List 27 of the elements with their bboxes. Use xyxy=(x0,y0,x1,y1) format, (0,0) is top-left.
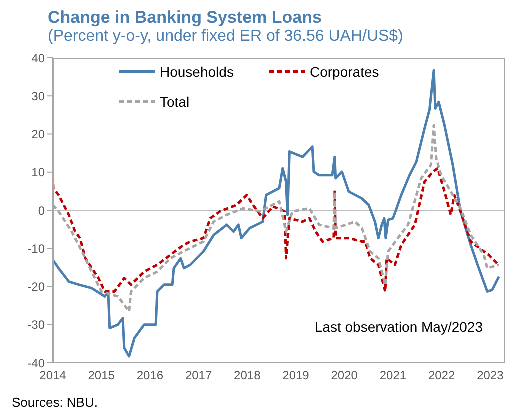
x-tick-label: 2020 xyxy=(331,368,358,383)
x-tick-label: 2021 xyxy=(380,368,407,383)
x-tick-label: 2014 xyxy=(40,368,67,383)
x-tick-label: 2017 xyxy=(185,368,212,383)
y-tick-label: -40 xyxy=(28,356,46,370)
y-tick-label: -30 xyxy=(28,318,46,332)
y-tick-label: 10 xyxy=(32,166,46,180)
y-tick-label: 0 xyxy=(38,204,46,218)
y-tick-label: -20 xyxy=(28,280,46,294)
x-tick-label: 2018 xyxy=(234,368,262,383)
source-note: Sources: NBU. xyxy=(11,395,99,410)
x-tick-label: 2015 xyxy=(88,368,116,383)
annotation: Last observation May/2023 xyxy=(314,319,483,335)
y-tick-label: 20 xyxy=(32,128,46,142)
y-tick-label: 40 xyxy=(32,51,46,66)
x-tick-label: 2019 xyxy=(282,368,310,383)
legend-label: Corporates xyxy=(310,64,380,80)
x-tick-label: 2023 xyxy=(477,368,504,383)
x-tick-label: 2016 xyxy=(136,368,164,383)
x-tick-label: 2022 xyxy=(428,368,456,383)
y-tick-label: -10 xyxy=(28,242,46,256)
line-series xyxy=(53,167,498,293)
y-tick-label: 30 xyxy=(32,89,46,104)
legend-label: Households xyxy=(160,64,234,80)
chart-subtitle: (Percent y-o-y, under fixed ER of 36.56 UAH/US$) xyxy=(47,28,404,46)
legend-label: Total xyxy=(160,94,190,110)
chart-title: Change in Banking System Loans xyxy=(47,8,323,28)
